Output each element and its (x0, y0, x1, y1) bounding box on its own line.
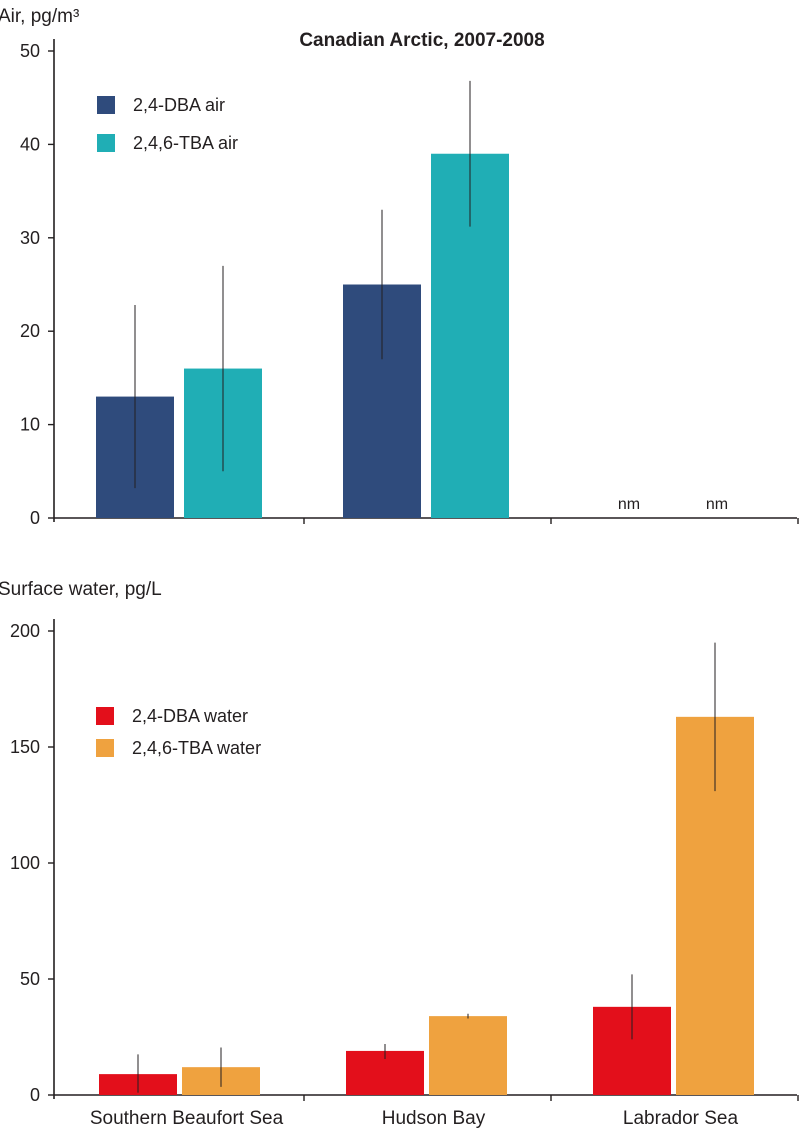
legend-label: 2,4,6-TBA air (133, 133, 238, 153)
y-tick-label: 100 (10, 853, 40, 873)
x-category-label: Labrador Sea (623, 1108, 739, 1129)
legend-label: 2,4-DBA air (133, 95, 225, 115)
legend-label: 2,4,6-TBA water (132, 738, 261, 758)
y-tick-label: 150 (10, 737, 40, 757)
y-tick-label: 20 (20, 321, 40, 341)
not-measured-label: nm (706, 496, 728, 513)
legend-swatch (96, 739, 114, 757)
y-axis-label: Surface water, pg/L (0, 579, 162, 600)
x-category-label: Southern Beaufort Sea (90, 1108, 284, 1129)
legend-swatch (97, 96, 115, 114)
chart-title: Canadian Arctic, 2007-2008 (299, 30, 544, 51)
y-tick-label: 0 (30, 1085, 40, 1105)
y-tick-label: 40 (20, 134, 40, 154)
y-tick-label: 30 (20, 228, 40, 248)
water-panel: Surface water, pg/L 0 50 100 150 200 Southern … (0, 579, 799, 1129)
legend-swatch (96, 707, 114, 725)
y-tick-label: 50 (20, 41, 40, 61)
y-tick-label: 50 (20, 969, 40, 989)
legend-label: 2,4-DBA water (132, 706, 248, 726)
y-tick-label: 10 (20, 415, 40, 435)
y-axis-label: Air, pg/m³ (0, 6, 79, 27)
air-panel: Canadian Arctic, 2007-2008 Air, pg/m³ 0 10 2… (0, 6, 799, 528)
legend-swatch (97, 134, 115, 152)
x-category-label: Hudson Bay (382, 1108, 486, 1129)
bar (429, 1016, 507, 1095)
not-measured-label: nm (618, 496, 640, 513)
y-tick-label: 0 (30, 508, 40, 528)
y-tick-label: 200 (10, 621, 40, 641)
